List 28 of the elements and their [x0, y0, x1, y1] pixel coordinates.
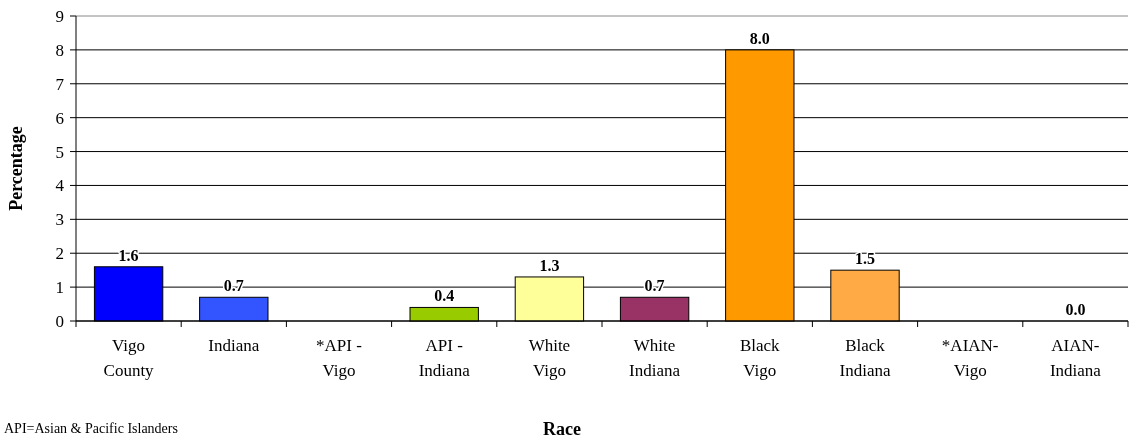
x-tick-label: AIAN-Indiana [1049, 336, 1102, 380]
x-tick-label: Vigo County [103, 336, 155, 380]
y-tick-label: 5 [55, 142, 64, 162]
y-tick-label: 0 [55, 311, 64, 331]
data-label: 1.3 [539, 256, 560, 274]
x-tick-label: *API - Vigo [316, 336, 363, 380]
x-tick-label: Indiana [208, 336, 260, 355]
data-label: 1.5 [855, 250, 875, 268]
x-tick-label: Black Vigo [739, 336, 781, 380]
x-tick-label: API - Indiana [418, 336, 471, 380]
x-tick-label: White Vigo [528, 336, 571, 380]
x-tick-label: Black Indiana [839, 336, 891, 380]
y-tick-label: 1 [55, 278, 64, 298]
text: API=Asian & Pacific Islanders [4, 421, 178, 436]
y-tick-label: 2 [55, 244, 64, 264]
y-tick-label: 7 [55, 74, 65, 94]
x-axis-title: Race [543, 419, 581, 439]
x-tick-label: *AIAN-Vigo [941, 336, 999, 380]
y-axis-title: Percentage [6, 126, 26, 211]
data-label: 0.4 [434, 287, 455, 305]
y-tick-label: 4 [55, 176, 65, 196]
x-tick-label: White Indiana [629, 336, 681, 380]
data-label: 8.0 [749, 29, 770, 47]
y-tick-label: 6 [55, 108, 64, 128]
y-tick-label: 8 [55, 40, 64, 60]
y-tick-label: 3 [55, 210, 64, 230]
data-label: 0.0 [1065, 301, 1086, 318]
y-tick-label: 9 [55, 6, 64, 26]
